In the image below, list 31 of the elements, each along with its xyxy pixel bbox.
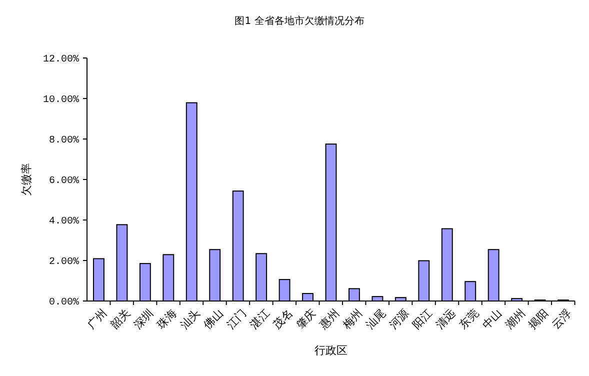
x-axis-title: 行政区 (314, 344, 348, 357)
chart-title: 图1 全省各地市欠缴情况分布 (234, 15, 364, 27)
x-tick-label: 汕头 (178, 306, 202, 332)
x-tick-label: 湛江 (247, 306, 272, 332)
x-tick-label: 揭阳 (526, 306, 551, 332)
y-tick-label: 8.00% (48, 136, 79, 146)
x-tick-label: 珠海 (154, 306, 180, 332)
x-tick-label: 汕尾 (364, 306, 388, 332)
y-tick-label: 2.00% (48, 257, 79, 268)
x-tick-label: 肇庆 (294, 306, 319, 332)
y-tick-label: 12.00% (42, 54, 79, 66)
x-tick-label: 茂名 (270, 306, 296, 332)
x-tick-label: 韶关 (108, 306, 133, 332)
x-tick-label: 清远 (433, 306, 458, 332)
x-tick-label: 深圳 (131, 306, 156, 332)
x-tick-label: 阳江 (410, 306, 435, 332)
x-tick-label: 中山 (480, 306, 504, 332)
x-tick-label: 梅州 (340, 306, 366, 332)
x-tick-label: 潮州 (502, 306, 528, 332)
x-tick-label: 佛山 (200, 306, 226, 332)
x-tick-label: 东莞 (456, 306, 482, 332)
x-tick-label: 江门 (224, 306, 249, 332)
y-tick-label: 6.00% (48, 176, 79, 187)
x-tick-label: 惠州 (316, 306, 342, 332)
x-tick-label: 广州 (84, 306, 110, 332)
y-axis-title: 欠缴率 (20, 163, 33, 196)
y-tick-label: 4.00% (48, 216, 79, 228)
y-tick-label: 10.00% (42, 95, 79, 106)
x-tick-label: 河源 (386, 306, 412, 332)
y-tick-label: 0.00% (48, 298, 79, 308)
x-tick-label: 云浮 (549, 306, 574, 332)
